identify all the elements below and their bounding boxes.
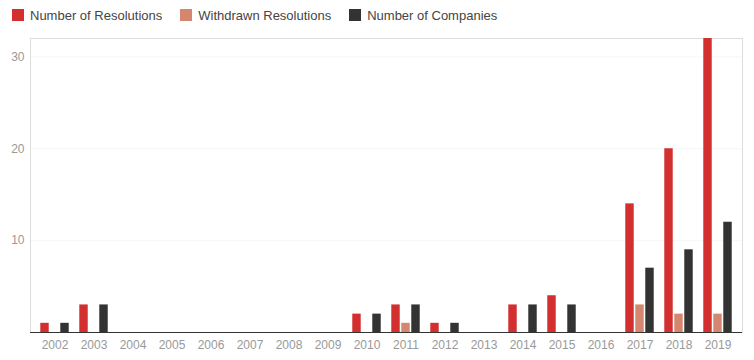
svg-text:2002: 2002 [42, 338, 69, 352]
svg-text:2008: 2008 [276, 338, 303, 352]
svg-text:30: 30 [11, 50, 25, 64]
svg-text:2014: 2014 [510, 338, 537, 352]
svg-text:2017: 2017 [627, 338, 654, 352]
svg-text:2018: 2018 [666, 338, 693, 352]
svg-text:20: 20 [11, 142, 25, 156]
svg-text:2006: 2006 [198, 338, 225, 352]
svg-text:2004: 2004 [120, 338, 147, 352]
svg-text:2016: 2016 [588, 338, 615, 352]
svg-text:2012: 2012 [432, 338, 459, 352]
svg-text:2019: 2019 [705, 338, 732, 352]
html-text:Number of Resolutions: Number of Resolutions [30, 7, 163, 23]
svg-text:2010: 2010 [354, 338, 381, 352]
html-text:Withdrawn Resolutions: Withdrawn Resolutions [198, 7, 332, 23]
svg-text:2005: 2005 [159, 338, 186, 352]
html-text:Number of Companies: Number of Companies [367, 7, 498, 23]
svg-text:2007: 2007 [237, 338, 264, 352]
svg-text:2015: 2015 [549, 338, 576, 352]
svg-text:10: 10 [11, 233, 25, 247]
svg-text:2011: 2011 [393, 338, 419, 352]
svg-text:2009: 2009 [315, 338, 342, 352]
svg-text:2013: 2013 [471, 338, 498, 352]
svg-text:2003: 2003 [81, 338, 108, 352]
